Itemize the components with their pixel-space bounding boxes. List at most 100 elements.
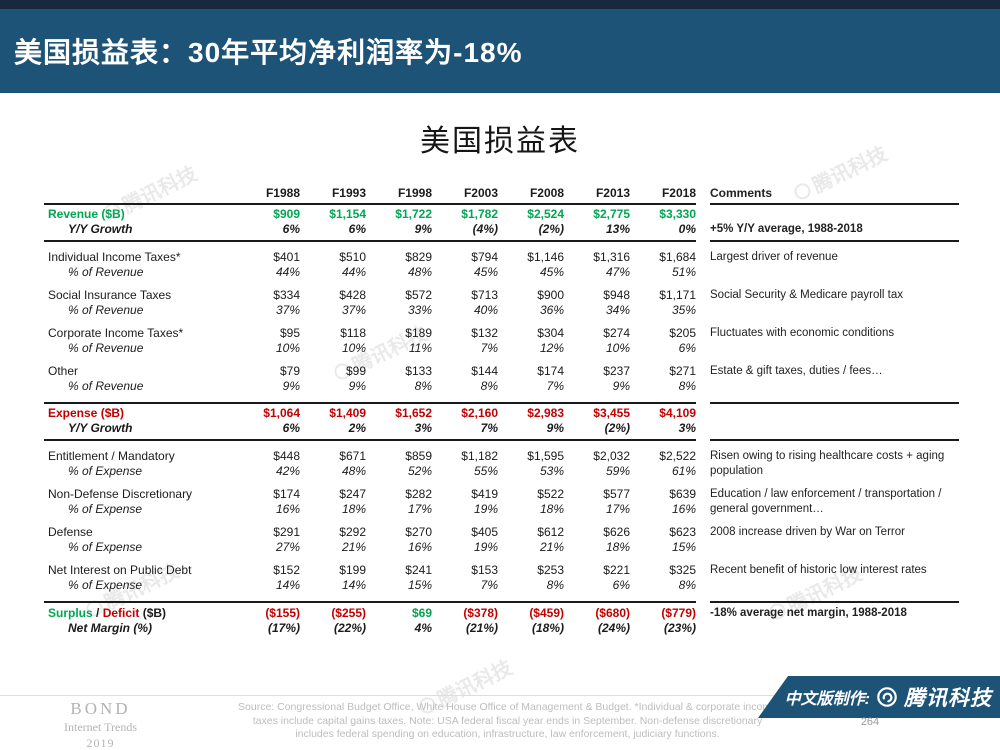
value-cell: $522 xyxy=(537,487,564,501)
value-cell: $1,782 xyxy=(461,207,498,221)
comment-lane: Largest driver of revenue xyxy=(710,250,959,280)
value-cell: 40% xyxy=(473,303,498,317)
value-cell: 48% xyxy=(407,265,432,279)
value-cell: ($378) xyxy=(463,606,498,620)
table-group-data: Defense $291 $292 $270 $405 $612 $626 $623% of … xyxy=(44,525,696,555)
table-group-data: Non-Defense Discretionary $174 $247 $282 $41… xyxy=(44,487,696,517)
table-row: Expense ($B) $1,064 $1,409 $1,652 $2,160 $2,9… xyxy=(44,406,696,421)
table-group-data: Revenue ($B) $909 $1,154 $1,722 $1,782 $2,524… xyxy=(44,207,696,242)
value-cell: $4,109 xyxy=(659,406,696,420)
value-cell: $612 xyxy=(537,525,564,539)
value-cell: $900 xyxy=(537,288,564,302)
row-label: Y/Y Growth xyxy=(68,421,133,435)
table-group: Individual Income Taxes* $401 $510 $829 $794… xyxy=(44,250,959,280)
row-label: Revenue ($B) xyxy=(48,207,125,221)
source-line: Source: Congressional Budget Office, Whi… xyxy=(238,701,777,713)
value-cell: $241 xyxy=(405,563,432,577)
value-cell: 8% xyxy=(678,379,696,393)
value-cell: $1,064 xyxy=(263,406,300,420)
comment-cell: Recent benefit of historic low interest … xyxy=(710,564,927,576)
value-cell: $2,160 xyxy=(461,406,498,420)
table-group-data: Expense ($B) $1,064 $1,409 $1,652 $2,160 $2,9… xyxy=(44,402,696,441)
value-cell: $174 xyxy=(273,487,300,501)
table-group: Entitlement / Mandatory $448 $671 $859 $1,18… xyxy=(44,449,959,479)
value-cell: $1,652 xyxy=(395,406,432,420)
value-cell: ($155) xyxy=(265,606,300,620)
source-line: includes federal spending on education, … xyxy=(295,728,720,740)
slide-header-bar: 美国损益表：30年平均净利润率为-18% xyxy=(0,9,1000,93)
value-cell: $174 xyxy=(537,364,564,378)
value-cell: 16% xyxy=(671,502,696,516)
footer-divider xyxy=(0,695,1000,696)
value-cell: $859 xyxy=(405,449,432,463)
value-cell: 14% xyxy=(275,578,300,592)
row-label: % of Expense xyxy=(68,578,143,592)
value-cell: $291 xyxy=(273,525,300,539)
value-cell: 51% xyxy=(671,265,696,279)
value-cell: 8% xyxy=(678,578,696,592)
row-label: % of Revenue xyxy=(68,265,144,279)
value-cell: 52% xyxy=(407,464,432,478)
table-group: Social Insurance Taxes $334 $428 $572 $713 $9… xyxy=(44,288,959,318)
table-group-data: Net Interest on Public Debt $152 $199 $241 $… xyxy=(44,563,696,593)
value-cell: 47% xyxy=(605,265,630,279)
value-cell: $639 xyxy=(669,487,696,501)
comment-lane: Social Security & Medicare payroll tax xyxy=(710,288,959,318)
table-row: Other $79 $99 $133 $144 $174 $237 $271 xyxy=(44,364,696,379)
value-cell: 17% xyxy=(407,502,432,516)
row-label-part: Surplus xyxy=(48,606,93,620)
value-cell: $221 xyxy=(603,563,630,577)
table-row: Y/Y Growth 6% 2% 3% 7% 9% (2%) 3% xyxy=(44,421,696,436)
row-label: Other xyxy=(48,364,79,378)
row-label: Corporate Income Taxes* xyxy=(48,326,184,340)
table-row: Entitlement / Mandatory $448 $671 $859 $1,18… xyxy=(44,449,696,464)
bond-logo-line2: Internet Trends xyxy=(64,720,137,734)
row-label: Social Insurance Taxes xyxy=(48,288,172,302)
value-cell: 8% xyxy=(480,379,498,393)
year-column-header: F2003 xyxy=(463,186,498,200)
bond-logo-name: BOND xyxy=(70,699,131,718)
value-cell: 42% xyxy=(275,464,300,478)
table-group: Corporate Income Taxes* $95 $118 $189 $132 $3… xyxy=(44,326,959,356)
row-label: Surplus / Deficit ($B) xyxy=(44,606,234,621)
value-cell: $419 xyxy=(471,487,498,501)
value-cell: (2%) xyxy=(604,421,630,435)
value-cell: $510 xyxy=(339,250,366,264)
badge-prefix: 中文版制作: xyxy=(784,691,870,708)
value-cell: $713 xyxy=(471,288,498,302)
source-line: taxes include capital gains taxes. Note:… xyxy=(252,714,763,727)
comment-cell: -18% average net margin, 1988-2018 xyxy=(710,607,907,619)
value-cell: 45% xyxy=(539,265,564,279)
row-label: % of Revenue xyxy=(68,341,144,355)
value-cell: 7% xyxy=(480,341,498,355)
value-cell: $2,775 xyxy=(593,207,630,221)
comment-cell: Education / law enforcement / transporta… xyxy=(710,488,942,515)
table-row: Social Insurance Taxes $334 $428 $572 $713 $9… xyxy=(44,288,696,303)
comment-lane: 2008 increase driven by War on Terror xyxy=(710,525,959,555)
value-cell: 21% xyxy=(539,540,564,554)
value-cell: 15% xyxy=(407,578,432,592)
comment-cell: Largest driver of revenue xyxy=(710,251,838,263)
value-cell: 16% xyxy=(407,540,432,554)
value-cell: $132 xyxy=(471,326,498,340)
value-cell: 45% xyxy=(473,265,498,279)
value-cell: $274 xyxy=(603,326,630,340)
comment-lane: Estate & gift taxes, duties / fees… xyxy=(710,364,959,394)
table-row: % of Revenue 44% 44% 48% 45% 45% 47% 51% xyxy=(44,265,696,280)
value-cell: $626 xyxy=(603,525,630,539)
table-group-data: Individual Income Taxes* $401 $510 $829 $794… xyxy=(44,250,696,280)
value-cell: $448 xyxy=(273,449,300,463)
value-cell: 55% xyxy=(473,464,498,478)
value-cell: $189 xyxy=(405,326,432,340)
value-cell: 35% xyxy=(671,303,696,317)
value-cell: $2,032 xyxy=(593,449,630,463)
year-column-header: F1988 xyxy=(265,186,300,200)
value-cell: $3,455 xyxy=(593,406,630,420)
comment-cell: +5% Y/Y average, 1988-2018 xyxy=(710,223,863,235)
value-cell: $3,330 xyxy=(659,207,696,221)
value-cell: 10% xyxy=(341,341,366,355)
bond-logo-year: 2019 xyxy=(86,736,115,750)
value-cell: $292 xyxy=(339,525,366,539)
value-cell: 44% xyxy=(275,265,300,279)
